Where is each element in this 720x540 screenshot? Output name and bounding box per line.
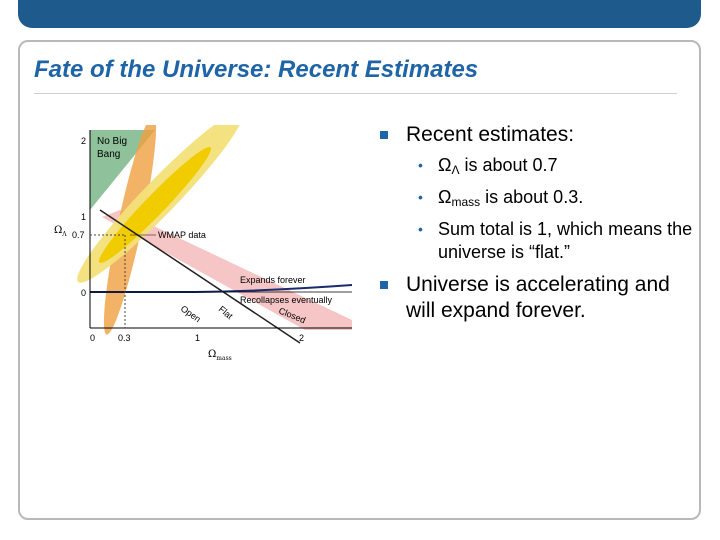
x-axis-label: Ωmass: [208, 349, 232, 362]
omega-symbol: Ω: [438, 187, 452, 207]
x-axis-symbol: Ω: [208, 349, 216, 360]
sub-bullet-dot: •: [418, 157, 423, 173]
x-tick-label: 2: [299, 333, 304, 343]
sub-bullet-text: is about 0.3.: [480, 187, 584, 207]
expands-forever-label: Expands forever: [240, 275, 306, 285]
cluster-band: [102, 210, 352, 330]
flat-line: [99, 209, 301, 344]
sub-bullet-text: is about 0.7: [459, 155, 558, 175]
slide-frame: [18, 40, 701, 520]
y-tick-label: 0: [81, 288, 86, 298]
y-tick-label: 0.7: [72, 230, 85, 240]
sub-bullet-item: • Ωmass is about 0.3.: [380, 186, 700, 214]
y-tick-label: 1: [81, 212, 86, 222]
bullet-text: Recent estimates:: [406, 123, 575, 146]
bullet-list: Recent estimates: • ΩΛ is about 0.7 • Ωm…: [380, 122, 700, 324]
y-axis-label: ΩΛ: [54, 225, 67, 238]
y-tick-label: 2: [81, 136, 86, 146]
title-divider: [34, 93, 677, 94]
bullet-item: Universe is accelerating and will expand…: [380, 272, 700, 324]
omega-symbol: Ω: [438, 155, 452, 175]
wmap-label: WMAP data: [158, 230, 206, 240]
x-tick-label: 0: [90, 333, 95, 343]
omega-subscript: mass: [451, 195, 481, 209]
top-banner: [18, 0, 701, 28]
wmap-inner: [98, 147, 212, 263]
sub-bullet-dot: •: [418, 189, 423, 205]
recollapses-label: Recollapses eventually: [240, 295, 333, 305]
sub-bullet-item: • ΩΛ is about 0.7: [380, 154, 700, 182]
cosmology-diagram: No Big Bang WMAP data Expands forever Re…: [54, 125, 353, 362]
x-tick-label: 1: [195, 333, 200, 343]
sub-bullet-dot: •: [418, 221, 423, 237]
sub-bullet-item: • Sum total is 1, which means the univer…: [380, 218, 700, 264]
bullet-item: Recent estimates:: [380, 122, 700, 148]
x-tick-label: 0.3: [118, 333, 131, 343]
square-bullet-icon: [380, 281, 388, 289]
no-big-bang-label-2: Bang: [97, 149, 120, 160]
x-axis-subscript: mass: [216, 355, 231, 362]
sub-bullet-text: Sum total is 1, which means the universe…: [438, 219, 693, 262]
slide-title: Fate of the Universe: Recent Estimates: [34, 56, 479, 83]
omega-subscript: Λ: [451, 163, 460, 177]
y-axis-symbol: Ω: [54, 225, 62, 236]
no-big-bang-label: No Big: [97, 136, 127, 147]
y-axis-subscript: Λ: [61, 231, 67, 238]
square-bullet-icon: [380, 131, 388, 139]
bullet-text: Universe is accelerating and will expand…: [406, 273, 670, 322]
